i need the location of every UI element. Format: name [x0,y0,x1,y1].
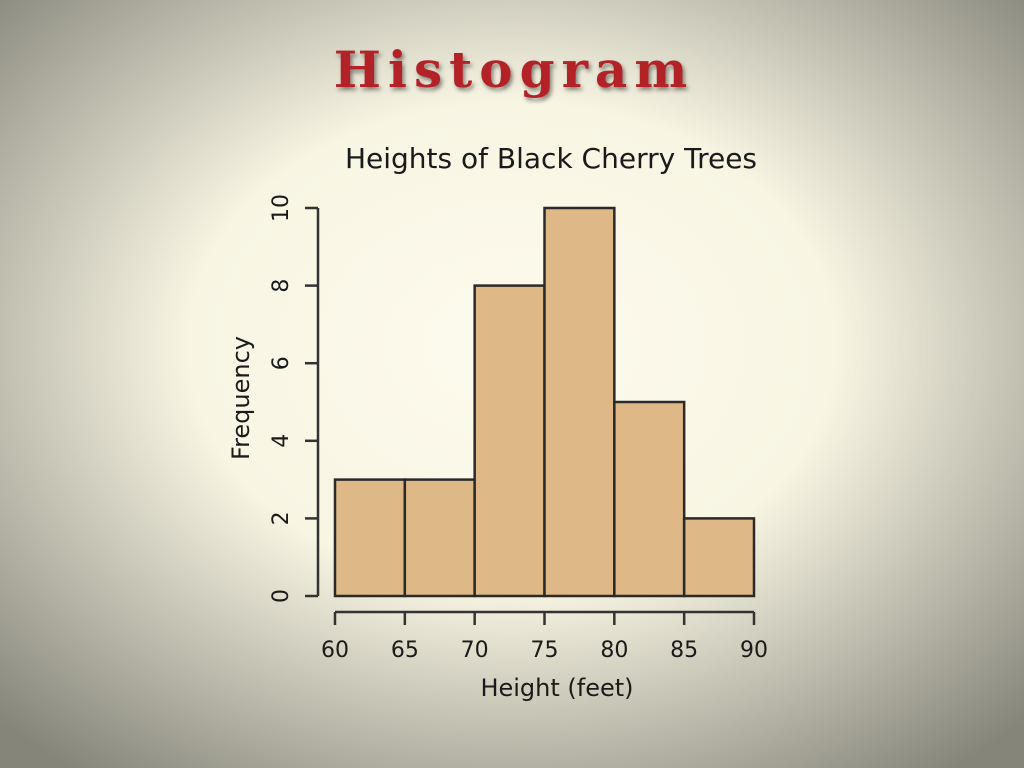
chart-title: Heights of Black Cherry Trees [345,142,757,175]
bar [682,517,756,598]
bar [473,284,546,598]
y-tick-label: 6 [269,356,294,370]
y-axis-label: Frequency [227,336,255,460]
y-tick-label: 0 [269,589,294,603]
bar [333,478,407,598]
y-tick-label: 2 [269,511,294,525]
y-tick-label: 8 [269,279,294,293]
bar [543,206,616,598]
x-axis-label: Height (feet) [480,674,633,702]
x-tick-label: 90 [740,638,768,663]
slide-title: Histogram [334,40,694,99]
x-tick-label: 75 [531,638,559,663]
x-tick-label: 65 [391,638,419,663]
x-tick-label: 60 [321,638,349,663]
bar [403,478,476,598]
x-tick-label: 80 [600,638,628,663]
x-tick-label: 70 [461,638,489,663]
x-tick-label: 85 [670,638,698,663]
y-tick-label: 4 [269,434,294,448]
bar [613,400,686,598]
y-tick-label: 10 [269,194,294,222]
